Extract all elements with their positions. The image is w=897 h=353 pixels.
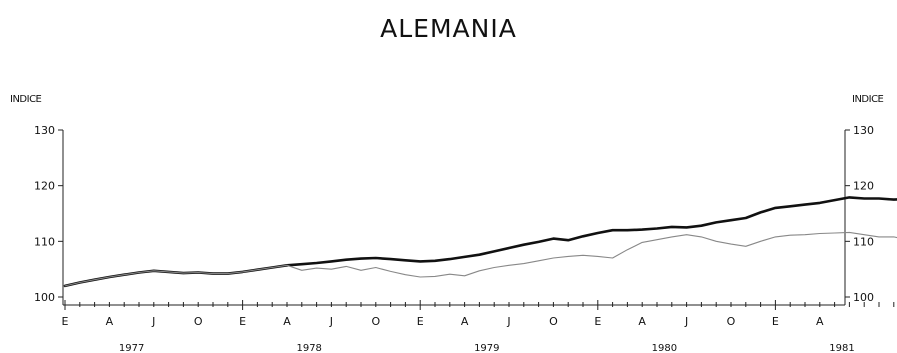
x-tick-label: E	[62, 315, 69, 328]
x-tick-label: E	[594, 315, 601, 328]
x-tick-label: A	[638, 315, 646, 328]
y-tick-label-left: 120	[34, 180, 55, 193]
x-tick-label: E	[772, 315, 779, 328]
y-tick-label-right: 120	[853, 180, 874, 193]
x-tick-label: O	[194, 315, 203, 328]
year-label: 1978	[296, 343, 321, 353]
year-label: 1979	[474, 343, 499, 353]
x-tick-label: A	[283, 315, 291, 328]
y-tick-label-left: 100	[34, 291, 55, 304]
x-tick-label: O	[371, 315, 380, 328]
x-tick-label: J	[151, 315, 155, 328]
x-tick-label: A	[461, 315, 469, 328]
x-tick-label: J	[506, 315, 510, 328]
x-tick-label: E	[239, 315, 246, 328]
series-line-thick	[63, 196, 897, 288]
y-tick-label-left: 110	[34, 235, 55, 248]
y-axis-label-right: INDICE	[852, 94, 884, 105]
x-tick-label: A	[106, 315, 114, 328]
x-tick-label: O	[549, 315, 558, 328]
y-axis-label-left: INDICE	[10, 94, 42, 105]
x-tick-label: J	[329, 315, 333, 328]
y-tick-label-left: 130	[34, 124, 55, 137]
series-line-thin	[64, 231, 897, 287]
chart-title: ALEMANIA	[380, 14, 517, 43]
x-tick-label: O	[727, 315, 736, 328]
x-tick-label: E	[417, 315, 424, 328]
y-tick-label-right: 130	[853, 124, 874, 137]
year-label: 1981	[829, 343, 854, 353]
year-label: 1977	[119, 343, 144, 353]
year-label: 1980	[652, 343, 677, 353]
y-tick-label-right: 110	[853, 235, 874, 248]
x-tick-label: A	[816, 315, 824, 328]
x-tick-label: J	[684, 315, 688, 328]
y-tick-label-right: 100	[853, 291, 874, 304]
